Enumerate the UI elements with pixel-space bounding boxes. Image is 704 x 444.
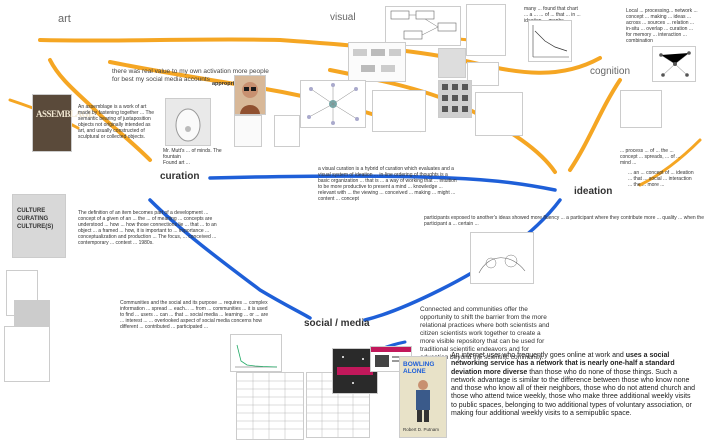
cognition-note-top: Local ... processing... network ... conc… [626,8,698,44]
book-bowling-author: Robert D. Putnam [403,427,440,432]
culture-curating-book: CULTURE CURATING CULTURE(S) [12,194,66,258]
book-bowling-title: BOWLING ALONE [403,361,435,375]
assemblage-book-cover: ASSEMBLAGE [32,94,94,152]
book-curating-title: CULTURE CURATING CULTURE(S) [17,208,54,230]
emphasis-text: uses a social networking service has a n… [451,352,675,376]
readymade-caption: Mr. Mutt's ... of minds. The fountain [163,148,222,160]
visual-diagram-thumb [385,6,461,46]
region-label-visual: visual [330,12,356,23]
community-note: Communities and the social and its purpo… [120,300,269,330]
ideation-note: participants exposed to another's ideas … [424,215,704,227]
region-label-cognition: cognition [590,66,631,77]
visual-grid-thumb [438,80,472,118]
blue-line-ideation-social [363,198,562,322]
visual-photo-thumb [372,90,426,132]
orange-line-cognition-ideation [568,78,622,172]
region-label-social-media: social / media [304,318,370,329]
visual-page-thumb [466,4,506,56]
orange-line-art-top [38,37,282,43]
cognition-chart-thumb [620,90,662,128]
bowling-alone-book: BOWLING ALONE Robert D. Putnam [399,356,447,438]
visual-diagram-thumb-2 [475,92,523,136]
left-screenshot-2 [14,300,50,330]
visual-chart-thumb-2 [467,62,499,86]
region-label-ideation: ideation [574,186,613,197]
orange-line-art-curation [48,58,152,162]
art-quote: there was real value to my own activatio… [112,68,269,83]
internet-note: An internet user who frequently goes onl… [451,352,695,418]
visual-chart-thumb [438,48,466,78]
book-assemblage-title: ASSEMBLAGE [36,109,94,119]
visual-mindmap-thumb [300,80,366,128]
connected-note: Connected and communities offer the oppo… [420,306,550,361]
cognition-network-thumb [652,46,696,82]
blue-line-curation-ideation [208,174,557,192]
left-screenshot-3 [4,326,50,382]
orange-line-art-cognition [278,38,602,75]
readymade-caption-2: Found art ... [163,160,190,166]
ideation-sketch-thumb [470,232,534,284]
visual-small-thumb [274,115,300,147]
curation-note: The definition of an item becomes part o… [78,210,217,246]
visual-note: a visual curation is a hybrid of curatio… [318,166,457,202]
region-label-curation: curation [160,171,200,182]
fountain-image [165,98,211,146]
appropriation-portrait [234,75,266,115]
orange-line-cognition-right [638,138,702,187]
social-chart-thumb [230,334,282,372]
visual-flow-thumb [348,42,406,82]
cognition-note-low: ... an ... concept of ... ideation ... t… [628,170,694,188]
assemblage-note: An assemblage is a work of art made by f… [78,104,155,140]
social-table-thumb [236,372,304,440]
cognition-plot-thumb [528,20,572,62]
cognition-note-mid: ... process ... of ... the ... concept .… [620,148,681,166]
appropriation-label: appropriation [212,81,248,87]
appropriation-doc [234,115,262,147]
region-label-art: art [58,13,71,25]
blue-line-curation-social [148,198,312,320]
